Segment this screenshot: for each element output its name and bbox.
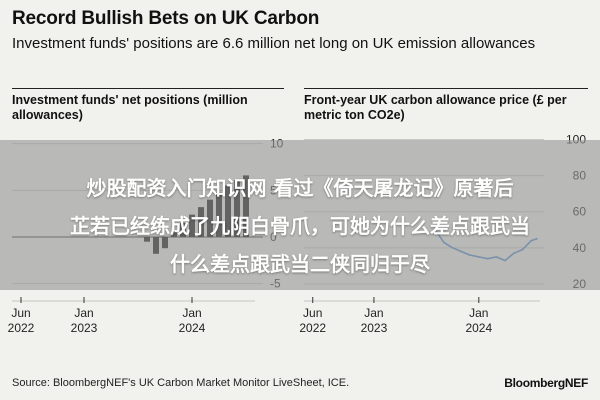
x-tick-label-year-0-0: 2022 — [8, 321, 35, 335]
overlay-line-1: 炒股配资入门知识网 看过《倚天屠龙记》原著后 — [86, 176, 514, 200]
x-tick-label-year-1-1: 2023 — [361, 321, 388, 335]
overlay-line-3: 什么差点跟武当二侠同归于尽 — [170, 252, 430, 276]
x-tick-label-year-1-2: 2024 — [465, 321, 492, 335]
watermark-overlay: 炒股配资入门知识网 看过《倚天屠龙记》原著后 芷若已经练成了九阴白骨爪，可她为什… — [0, 140, 600, 290]
left-panel-rule — [12, 88, 284, 89]
source-note: Source: BloombergNEF's UK Carbon Market … — [12, 377, 350, 389]
right-panel-title: Front-year UK carbon allowance price (£ … — [304, 93, 567, 122]
right-panel-rule — [304, 88, 588, 89]
left-panel-title: Investment funds' net positions (million… — [12, 93, 248, 122]
x-tick-label-month-0-2: Jan — [182, 306, 201, 320]
x-tick-label-month-0-0: Jun — [11, 306, 30, 320]
x-tick-label-month-0-1: Jan — [74, 306, 93, 320]
chart-subtitle: Investment funds' positions are 6.6 mill… — [12, 35, 536, 52]
x-tick-label-year-0-1: 2023 — [71, 321, 98, 335]
x-tick-label-year-1-0: 2022 — [299, 321, 326, 335]
overlay-line-2: 芷若已经练成了九阴白骨爪，可她为什么差点跟武当 — [70, 214, 530, 238]
x-tick-label-year-0-2: 2024 — [179, 321, 206, 335]
x-tick-label-month-1-0: Jun — [303, 306, 322, 320]
chart-title: Record Bullish Bets on UK Carbon — [12, 8, 320, 29]
brand-logo: BloombergNEF — [504, 376, 588, 390]
x-tick-label-month-1-2: Jan — [469, 306, 488, 320]
x-tick-label-month-1-1: Jan — [364, 306, 383, 320]
